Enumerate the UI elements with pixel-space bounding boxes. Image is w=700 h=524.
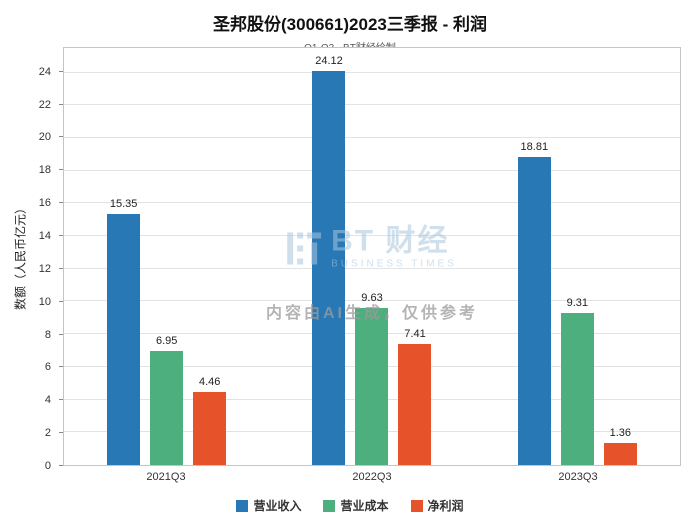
y-tick-label: 20	[38, 131, 51, 144]
y-tick-label: 2	[44, 427, 51, 440]
bars-layer: 15.35 6.95 4.46 24.12 9.63 7.41 18.81 9.31 1.36	[64, 48, 680, 465]
gridline	[64, 169, 680, 171]
plot-area: 15.35 6.95 4.46 24.12 9.63 7.41 18.81 9.31 1.36	[63, 47, 681, 466]
legend-swatch	[236, 499, 249, 512]
legend-item[interactable]: 净利润	[410, 497, 464, 514]
y-tick-label: 12	[38, 262, 51, 275]
y-tick-label: 10	[38, 295, 51, 308]
gridline	[64, 71, 680, 73]
bar[interactable]: 18.81	[517, 141, 551, 465]
legend-item[interactable]: 营业收入	[236, 497, 301, 514]
y-tick-mark	[59, 432, 63, 434]
bar-value-label: 24.12	[315, 54, 343, 67]
y-tick-mark	[59, 300, 63, 302]
bar-value-label: 1.36	[609, 426, 632, 439]
gridline	[64, 300, 680, 302]
y-tick-label: 18	[38, 164, 51, 177]
y-tick-label: 8	[44, 328, 51, 341]
bar[interactable]: 9.31	[560, 297, 594, 465]
bar[interactable]: 9.63	[355, 292, 389, 465]
y-axis: 0 2 4 6 8 10 12 14 16 18 20 22 24	[0, 47, 63, 472]
y-tick-label: 14	[38, 229, 51, 242]
y-tick-label: 22	[38, 98, 51, 111]
bar[interactable]: 4.46	[193, 376, 227, 465]
legend-label: 营业收入	[253, 499, 302, 513]
bar-value-label: 15.35	[109, 197, 138, 210]
gridline	[64, 267, 680, 269]
y-tick-mark	[59, 333, 63, 335]
y-tick-label: 16	[38, 197, 51, 210]
y-tick-label: 24	[38, 65, 51, 78]
y-tick-mark	[59, 465, 63, 466]
y-tick-mark	[59, 366, 63, 368]
y-tick-mark	[59, 169, 63, 171]
bar[interactable]: 7.41	[398, 328, 432, 465]
legend: 营业收入 营业成本 净利润	[0, 497, 700, 514]
bar-group: 24.12 9.63 7.41	[312, 48, 432, 465]
bar[interactable]: 24.12	[312, 55, 346, 465]
gridline	[64, 235, 680, 237]
x-tick-label: 2023Q3	[558, 471, 598, 483]
legend-label: 营业成本	[340, 499, 389, 513]
gridline	[64, 136, 680, 138]
legend-item[interactable]: 营业成本	[323, 497, 389, 514]
bar-value-label: 9.31	[566, 296, 589, 309]
y-tick-label: 6	[44, 361, 51, 374]
bar[interactable]: 6.95	[150, 335, 184, 465]
chart-title: 圣邦股份(300661)2023三季报 - 利润	[213, 15, 487, 34]
legend-label: 净利润	[427, 499, 464, 513]
x-axis: 2021Q3 2022Q3 2023Q3	[63, 471, 681, 483]
bar-value-label: 18.81	[520, 141, 549, 154]
bar[interactable]: 1.36	[603, 427, 637, 465]
bar-value-label: 7.41	[404, 327, 426, 340]
y-tick-mark	[59, 70, 63, 72]
y-tick-mark	[59, 103, 63, 105]
y-tick-mark	[59, 399, 63, 401]
bar-value-label: 6.95	[155, 335, 178, 348]
bar-group: 15.35 6.95 4.46	[107, 48, 227, 465]
y-tick-mark	[59, 234, 63, 236]
bar-value-label: 9.63	[361, 291, 383, 304]
y-tick-mark	[59, 267, 63, 269]
x-tick-label: 2022Q3	[352, 471, 392, 483]
bar-value-label: 4.46	[198, 376, 221, 389]
gridline	[64, 202, 680, 204]
x-tick-label: 2021Q3	[146, 471, 186, 483]
bar[interactable]: 15.35	[107, 198, 141, 465]
legend-swatch	[323, 499, 336, 512]
bar-group: 18.81 9.31 1.36	[517, 48, 637, 465]
y-tick-mark	[59, 202, 63, 204]
y-tick-label: 0	[44, 460, 51, 472]
legend-swatch	[410, 499, 423, 512]
y-tick-mark	[59, 136, 63, 138]
gridline	[64, 104, 680, 106]
y-tick-label: 4	[44, 394, 51, 407]
